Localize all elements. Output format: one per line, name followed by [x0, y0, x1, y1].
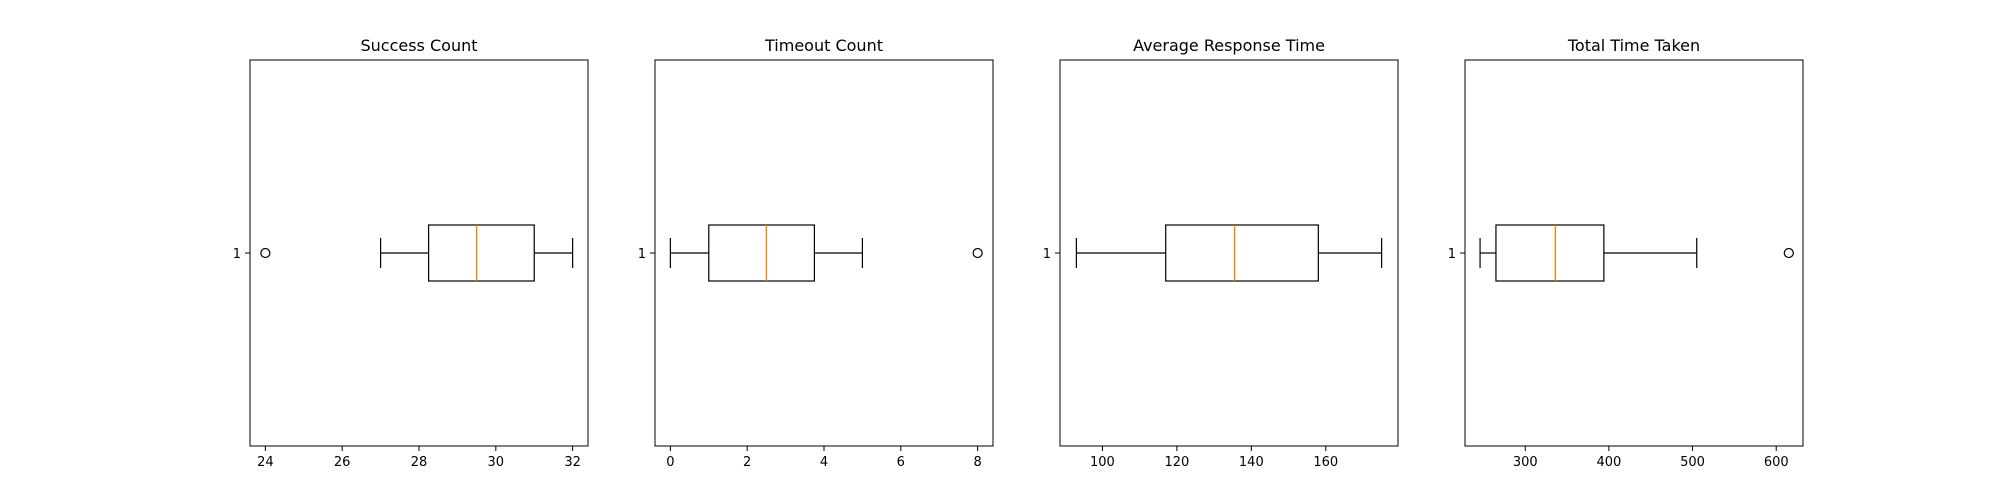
x-tick-label: 0: [666, 455, 674, 470]
x-tick-label: 30: [488, 455, 505, 470]
iqr-box: [428, 224, 535, 282]
chart-title: Average Response Time: [1133, 36, 1325, 55]
x-tick-label: 160: [1313, 455, 1338, 470]
iqr-box: [1165, 224, 1319, 282]
x-tick-label: 32: [564, 455, 581, 470]
x-tick-label: 26: [334, 455, 351, 470]
chart-panel-4: Total Time Taken 1 300 400 500 600: [1448, 36, 1804, 470]
x-tick-label: 100: [1090, 455, 1115, 470]
chart-title: Success Count: [360, 36, 477, 55]
y-tick-label: 1: [233, 247, 241, 262]
x-tick-label: 140: [1239, 455, 1264, 470]
y-tick-label: 1: [1448, 247, 1456, 262]
x-tick-label: 400: [1596, 455, 1621, 470]
chart-panel-1: Success Count 1 24 26 28 30 32: [233, 36, 589, 470]
outlier-point: [260, 247, 271, 259]
outlier-point: [1783, 247, 1794, 259]
x-tick-label: 28: [411, 455, 428, 470]
x-tick-label: 300: [1513, 455, 1538, 470]
chart-title: Total Time Taken: [1567, 36, 1700, 55]
chart-panel-3: Average Response Time 1 100 120 140 160: [1043, 36, 1399, 470]
y-tick-label: 1: [638, 247, 646, 262]
x-tick-label: 500: [1680, 455, 1705, 470]
x-tick-label: 8: [973, 455, 981, 470]
x-tick-label: 6: [897, 455, 905, 470]
iqr-box: [1495, 224, 1605, 282]
x-tick-label: 4: [820, 455, 828, 470]
x-tick-label: 600: [1764, 455, 1789, 470]
x-tick-label: 2: [743, 455, 751, 470]
y-tick-label: 1: [1043, 247, 1051, 262]
outlier-point: [972, 247, 983, 259]
x-tick-label: 120: [1164, 455, 1189, 470]
chart-panel-2: Timeout Count 1 0 2 4 6 8: [638, 36, 994, 470]
x-tick-label: 24: [257, 455, 274, 470]
iqr-box: [708, 224, 815, 282]
chart-title: Timeout Count: [764, 36, 883, 55]
